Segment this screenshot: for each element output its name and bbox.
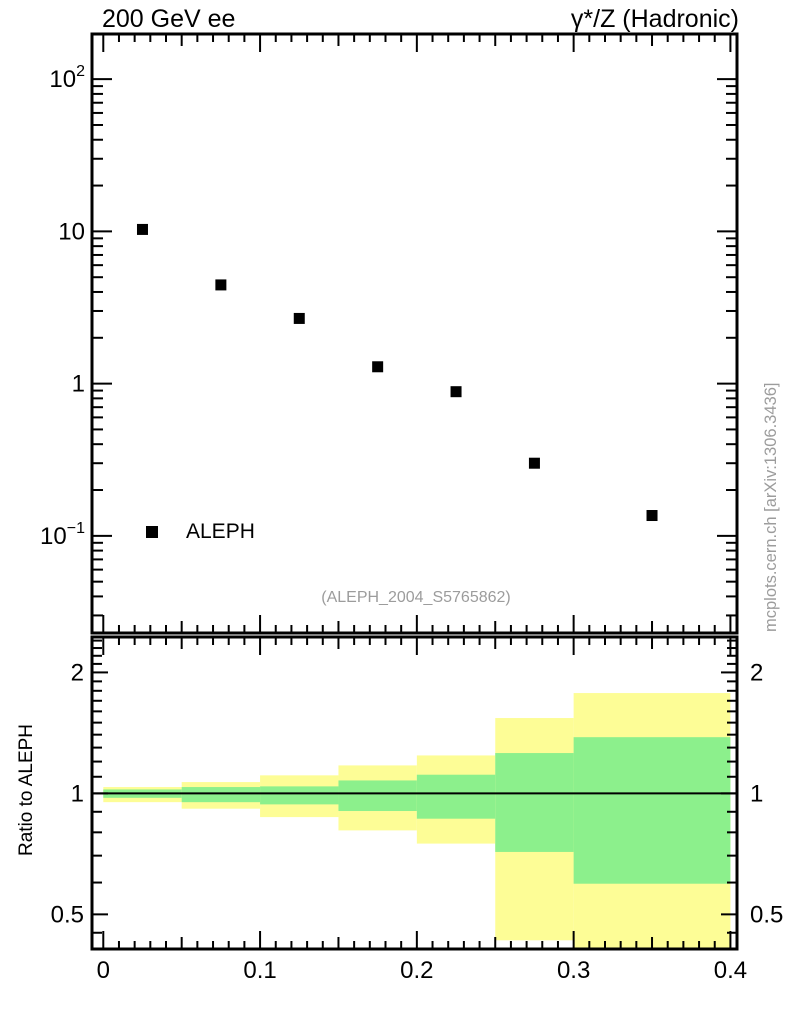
data-point: [372, 361, 384, 373]
data-point: [136, 223, 148, 235]
x-tick-label: 0.3: [557, 957, 590, 984]
uncertainty-band-green: [260, 786, 339, 805]
data-point: [293, 312, 305, 324]
data-point: [450, 386, 462, 398]
legend-label: ALEPH: [186, 520, 255, 543]
ratio-y-tick-label: 1: [71, 780, 84, 807]
ratio-y-tick-label: 0.5: [750, 901, 783, 928]
y-tick-label: 102: [49, 63, 85, 93]
side-attribution-text: mcplots.cern.ch [arXiv:1306.3436]: [762, 382, 780, 632]
legend-marker-icon: [146, 525, 158, 538]
uncertainty-band-green: [573, 737, 731, 884]
uncertainty-band-green: [416, 774, 496, 819]
plot-title-left: 200 GeV ee: [102, 5, 236, 33]
ratio-y-tick-label: 0.5: [51, 901, 84, 928]
ratio-y-tick-label: 2: [750, 659, 763, 686]
data-point: [528, 457, 540, 469]
x-tick-label: 0: [97, 957, 110, 984]
ratio-y-tick-label: 1: [750, 780, 763, 807]
x-tick-label: 0.4: [714, 957, 747, 984]
x-tick-label: 0.1: [243, 957, 276, 984]
watermark-analysis-id: (ALEPH_2004_S5765862): [321, 589, 511, 606]
data-point: [215, 279, 227, 291]
y-tick-label: 1: [72, 371, 85, 398]
x-tick-label: 0.2: [400, 957, 433, 984]
plot-title-right: γ*/Z (Hadronic): [570, 5, 739, 33]
ratio-y-tick-label: 2: [71, 659, 84, 686]
uncertainty-band-green: [338, 780, 417, 812]
y-tick-label: 10: [58, 218, 85, 245]
y-tick-label: 10−1: [40, 520, 85, 550]
main-plot-frame: [90, 32, 739, 635]
legend: ALEPH: [146, 521, 255, 542]
uncertainty-band-green: [495, 753, 574, 852]
data-point: [646, 510, 658, 522]
ratio-axis-title: Ratio to ALEPH: [16, 723, 37, 856]
uncertainty-band-green: [181, 787, 261, 803]
